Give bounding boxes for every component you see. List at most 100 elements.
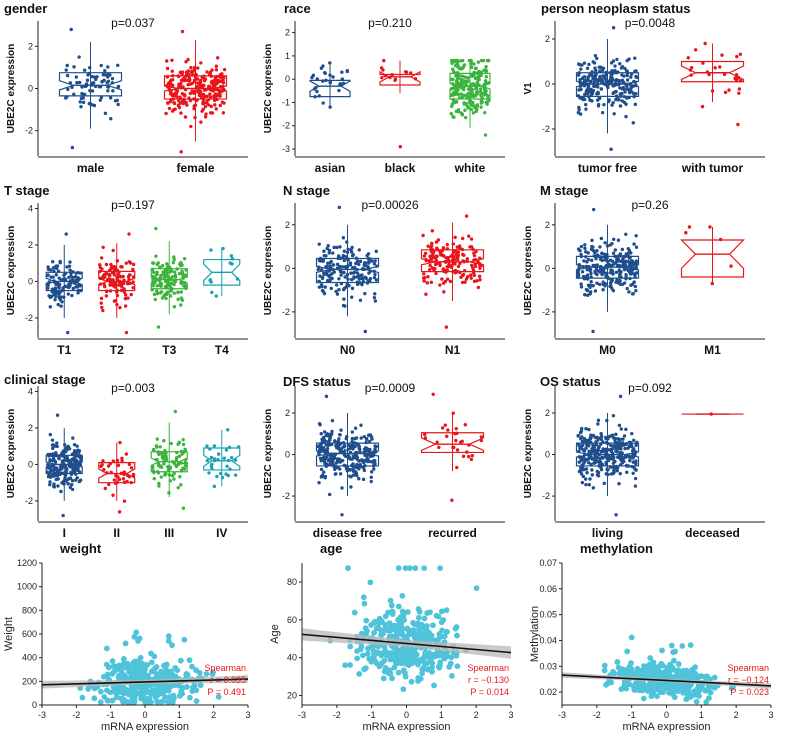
data-point <box>74 75 79 79</box>
scatter-point <box>447 660 454 667</box>
data-point <box>151 261 156 265</box>
data-point <box>350 436 355 441</box>
chart-1-y-tick-label: -3 <box>282 144 290 154</box>
scatter-point <box>402 565 409 572</box>
data-point <box>92 103 97 108</box>
data-point <box>701 61 705 65</box>
data-point <box>634 245 639 249</box>
x-tick-label: -1 <box>628 710 636 720</box>
data-point <box>342 249 347 253</box>
data-point <box>579 426 584 431</box>
data-point <box>357 467 361 471</box>
data-point <box>579 472 584 476</box>
data-point <box>155 445 159 449</box>
data-point <box>347 443 352 448</box>
chart-6-y-tick-label: 2 <box>28 423 33 433</box>
chart-6-y-tick-label: 4 <box>28 386 33 396</box>
data-point <box>451 67 455 71</box>
data-point <box>456 255 460 259</box>
data-point <box>472 253 477 258</box>
scatter-point <box>669 666 676 673</box>
chart-3-y-tick-label: 2 <box>28 240 33 250</box>
data-point <box>604 274 608 278</box>
data-point <box>593 53 598 58</box>
data-point <box>60 459 65 464</box>
scatter-point <box>104 671 111 678</box>
data-point <box>184 71 189 76</box>
stat-p: P = 0.014 <box>470 687 509 697</box>
scatter-point <box>385 627 392 634</box>
data-point <box>603 241 607 245</box>
data-point <box>116 463 121 468</box>
data-point <box>593 454 597 458</box>
data-point <box>170 83 175 88</box>
scatter-point <box>431 682 437 689</box>
data-point <box>168 91 173 96</box>
scatter-point <box>665 671 672 678</box>
data-point <box>583 293 587 297</box>
data-point <box>620 73 624 77</box>
data-point <box>172 291 176 295</box>
scatter-point <box>135 638 141 644</box>
data-point <box>320 473 325 478</box>
data-point <box>121 477 126 481</box>
data-point <box>353 469 357 473</box>
data-point <box>332 456 337 460</box>
data-point <box>429 280 434 285</box>
scatter-point <box>429 664 435 671</box>
y-tick-label: 0.02 <box>539 687 557 697</box>
data-point <box>442 254 446 258</box>
data-point <box>577 469 582 474</box>
data-point <box>382 58 386 63</box>
scatter-point <box>633 683 640 690</box>
scatter-point <box>399 629 405 636</box>
data-point <box>579 282 583 286</box>
data-point <box>430 229 435 233</box>
data-point <box>463 280 467 284</box>
scatter-point <box>436 631 443 637</box>
data-point <box>364 276 368 280</box>
data-point <box>177 454 182 458</box>
data-point <box>602 102 606 107</box>
data-point <box>361 459 366 463</box>
data-point <box>54 282 58 287</box>
data-point <box>467 454 471 459</box>
scatter-point <box>193 667 200 674</box>
data-point <box>188 91 193 96</box>
scatter-point <box>419 666 426 673</box>
data-point <box>601 66 606 70</box>
y-tick-label: 0.03 <box>539 661 557 671</box>
data-point <box>171 260 176 265</box>
data-point <box>330 276 334 281</box>
data-point <box>64 96 68 100</box>
data-point <box>350 457 354 461</box>
data-point <box>366 433 371 437</box>
scatter-point <box>109 658 116 664</box>
data-point <box>485 93 490 98</box>
data-point <box>436 238 441 242</box>
chart-1-y-tick-label: 1 <box>285 51 290 61</box>
data-point <box>164 273 169 278</box>
data-point <box>370 437 374 441</box>
data-point <box>464 214 469 218</box>
scatter-point <box>386 620 393 626</box>
box-M0 <box>575 255 640 279</box>
data-point <box>467 234 471 238</box>
data-point <box>579 67 583 71</box>
data-point <box>169 268 173 273</box>
data-point <box>421 233 425 238</box>
data-point <box>327 457 332 462</box>
data-point <box>52 466 57 471</box>
chart-6-y-tick-label: 0 <box>28 459 33 469</box>
data-point <box>440 277 444 281</box>
scatter-point <box>601 667 608 674</box>
scatter-point <box>189 663 195 670</box>
scatter-point <box>362 625 369 632</box>
data-point <box>612 112 616 116</box>
data-point <box>221 76 226 80</box>
data-point <box>445 277 450 281</box>
data-point <box>214 68 219 72</box>
data-point <box>458 81 463 86</box>
data-point <box>611 461 616 465</box>
data-point <box>623 446 627 451</box>
